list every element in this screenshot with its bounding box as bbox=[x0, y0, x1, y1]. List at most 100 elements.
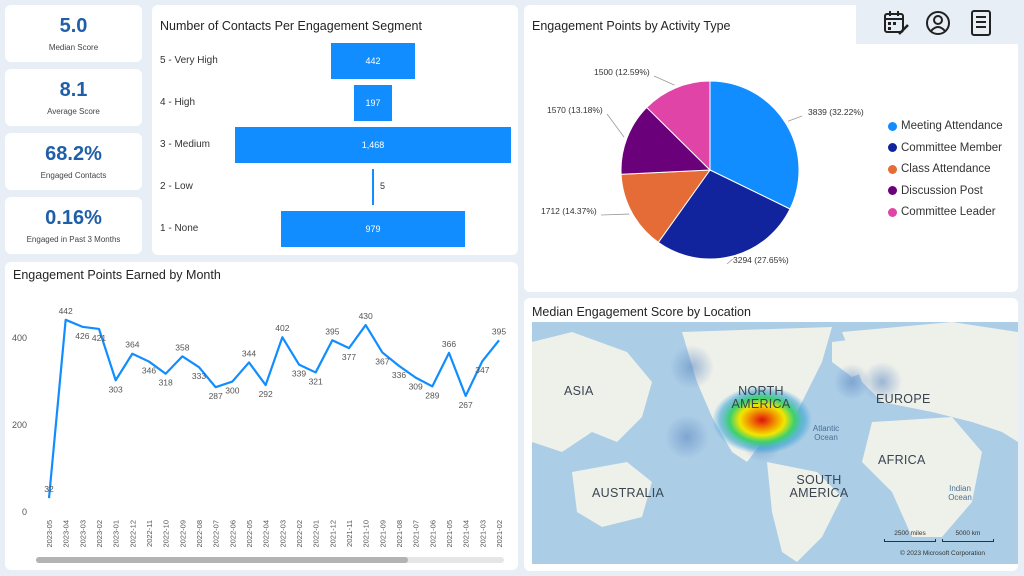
pie-slice-label: 3294 (27.65%) bbox=[733, 255, 789, 265]
pie-legend-label: Class Attendance bbox=[901, 163, 991, 175]
x-tick-label: 2023-05 bbox=[45, 520, 54, 548]
map[interactable]: ASIA NORTH AMERICA EUROPE AFRICA AUSTRAL… bbox=[532, 322, 1018, 564]
pie-slice[interactable] bbox=[620, 169, 712, 244]
data-label: 267 bbox=[459, 400, 473, 410]
map-scale-bar: 2500 miles 5000 km bbox=[884, 530, 996, 542]
data-label: 377 bbox=[342, 352, 356, 362]
pie-legend-item[interactable]: Discussion Post bbox=[888, 185, 983, 197]
funnel-bar[interactable]: 979 bbox=[280, 211, 466, 247]
pie-slice-label: 1712 (14.37%) bbox=[541, 206, 597, 216]
funnel-bar[interactable] bbox=[372, 169, 374, 205]
kpi-card-engaged-past-3-months[interactable]: 0.16% Engaged in Past 3 Months bbox=[5, 197, 142, 254]
funnel-segment-label: 3 - Medium bbox=[160, 139, 211, 150]
legend-dot-icon bbox=[888, 121, 897, 131]
data-label: 402 bbox=[275, 323, 289, 333]
map-label-north-america: NORTH AMERICA bbox=[731, 384, 791, 412]
data-label: 358 bbox=[175, 342, 189, 352]
legend-dot-icon bbox=[888, 207, 897, 217]
kpi-value: 8.1 bbox=[59, 79, 88, 101]
funnel-bar[interactable]: 197 bbox=[354, 85, 392, 121]
pie-slice[interactable] bbox=[620, 106, 712, 175]
funnel-segment-label: 4 - High bbox=[160, 97, 196, 108]
pie-legend-label: Meeting Attendance bbox=[901, 120, 1003, 132]
data-label: 430 bbox=[359, 311, 373, 321]
pie-legend-item[interactable]: Class Attendance bbox=[888, 163, 991, 175]
data-label: 395 bbox=[492, 326, 506, 336]
funnel-bar-value: 197 bbox=[365, 98, 381, 108]
pie-slice[interactable] bbox=[709, 80, 800, 210]
kpi-label: Engaged in Past 3 Months bbox=[26, 235, 121, 244]
funnel-segment-label: 1 - None bbox=[160, 223, 199, 234]
pie-leader-line bbox=[606, 113, 625, 138]
calendar-edit-icon[interactable] bbox=[881, 8, 911, 38]
data-label: 292 bbox=[259, 389, 273, 399]
kpi-card-average-score[interactable]: 8.1 Average Score bbox=[5, 69, 142, 126]
user-circle-icon[interactable] bbox=[923, 8, 953, 38]
y-tick-label: 400 bbox=[12, 333, 27, 343]
x-tick-label: 2021-06 bbox=[428, 520, 437, 548]
data-label: 300 bbox=[225, 386, 239, 396]
data-label: 366 bbox=[442, 339, 456, 349]
funnel-bar-value: 979 bbox=[365, 224, 381, 234]
data-label: 346 bbox=[142, 366, 156, 376]
funnel-bar[interactable]: 442 bbox=[331, 43, 415, 79]
map-scale-miles: 2500 miles bbox=[894, 530, 926, 537]
funnel-bar-value: 442 bbox=[365, 56, 381, 66]
map-title: Median Engagement Score by Location bbox=[532, 305, 751, 319]
data-label: 303 bbox=[109, 384, 123, 394]
legend-dot-icon bbox=[888, 143, 897, 152]
y-tick-label: 200 bbox=[12, 420, 27, 430]
x-tick-label: 2021-11 bbox=[345, 520, 354, 547]
data-label: 421 bbox=[92, 333, 106, 343]
kpi-label: Engaged Contacts bbox=[40, 171, 107, 180]
funnel-segment-label: 5 - Very High bbox=[160, 55, 218, 66]
data-label: 333 bbox=[192, 371, 206, 381]
kpi-label: Median Score bbox=[48, 43, 99, 52]
x-tick-label: 2021-12 bbox=[328, 520, 337, 548]
pie-slice-label: 1500 (12.59%) bbox=[594, 67, 650, 77]
pie-slice[interactable] bbox=[657, 169, 791, 260]
map-copyright: © 2023 Microsoft Corporation bbox=[900, 550, 985, 557]
map-label-africa: AFRICA bbox=[878, 453, 926, 467]
map-background bbox=[532, 322, 1018, 564]
line-series[interactable] bbox=[47, 318, 500, 499]
data-label: 321 bbox=[309, 376, 323, 386]
data-label: 344 bbox=[242, 348, 256, 358]
funnel-bar-value: 5 bbox=[380, 181, 386, 191]
data-label: 395 bbox=[325, 326, 339, 336]
pie-leader-line bbox=[726, 258, 733, 265]
scrollbar-thumb[interactable] bbox=[36, 557, 408, 563]
x-tick-label: 2022-11 bbox=[145, 520, 154, 547]
report-document-icon[interactable] bbox=[966, 8, 996, 38]
pie-leader-line bbox=[653, 75, 675, 86]
pie-slice[interactable] bbox=[646, 80, 711, 172]
x-tick-label: 2022-05 bbox=[245, 520, 254, 548]
pie-slice-label: 3839 (32.22%) bbox=[808, 107, 864, 117]
pie-legend-item[interactable]: Meeting Attendance bbox=[888, 120, 1003, 132]
x-tick-label: 2022-07 bbox=[212, 520, 221, 548]
horizontal-scrollbar[interactable] bbox=[36, 557, 504, 563]
map-label-australia: AUSTRALIA bbox=[592, 486, 665, 500]
map-label-indian-ocean: Indian Ocean bbox=[948, 484, 972, 502]
funnel-bar[interactable]: 1,468 bbox=[235, 127, 511, 163]
pie-leader-line bbox=[787, 115, 803, 122]
x-tick-label: 2023-02 bbox=[95, 520, 104, 548]
map-scale-km: 5000 km bbox=[955, 530, 981, 537]
pie-legend-label: Committee Leader bbox=[901, 206, 996, 218]
pie-legend-item[interactable]: Committee Member bbox=[888, 142, 1002, 154]
data-label: 309 bbox=[409, 382, 423, 392]
kpi-card-median-score[interactable]: 5.0 Median Score bbox=[5, 5, 142, 62]
legend-dot-icon bbox=[888, 164, 897, 174]
kpi-value: 68.2% bbox=[45, 143, 102, 165]
kpi-card-engaged-contacts[interactable]: 68.2% Engaged Contacts bbox=[5, 133, 142, 190]
pie-legend-item[interactable]: Committee Leader bbox=[888, 206, 996, 218]
pie-slice-label: 1570 (13.18%) bbox=[547, 105, 603, 115]
funnel-segment-label: 2 - Low bbox=[160, 181, 193, 192]
data-label: 32 bbox=[44, 484, 54, 494]
kpi-label: Average Score bbox=[47, 107, 100, 116]
line-chart-card[interactable]: Engagement Points Earned by Month bbox=[5, 262, 518, 570]
map-label-europe: EUROPE bbox=[876, 392, 931, 406]
map-label-atlantic-ocean: Atlantic Ocean bbox=[812, 424, 840, 442]
data-label: 367 bbox=[375, 356, 389, 366]
